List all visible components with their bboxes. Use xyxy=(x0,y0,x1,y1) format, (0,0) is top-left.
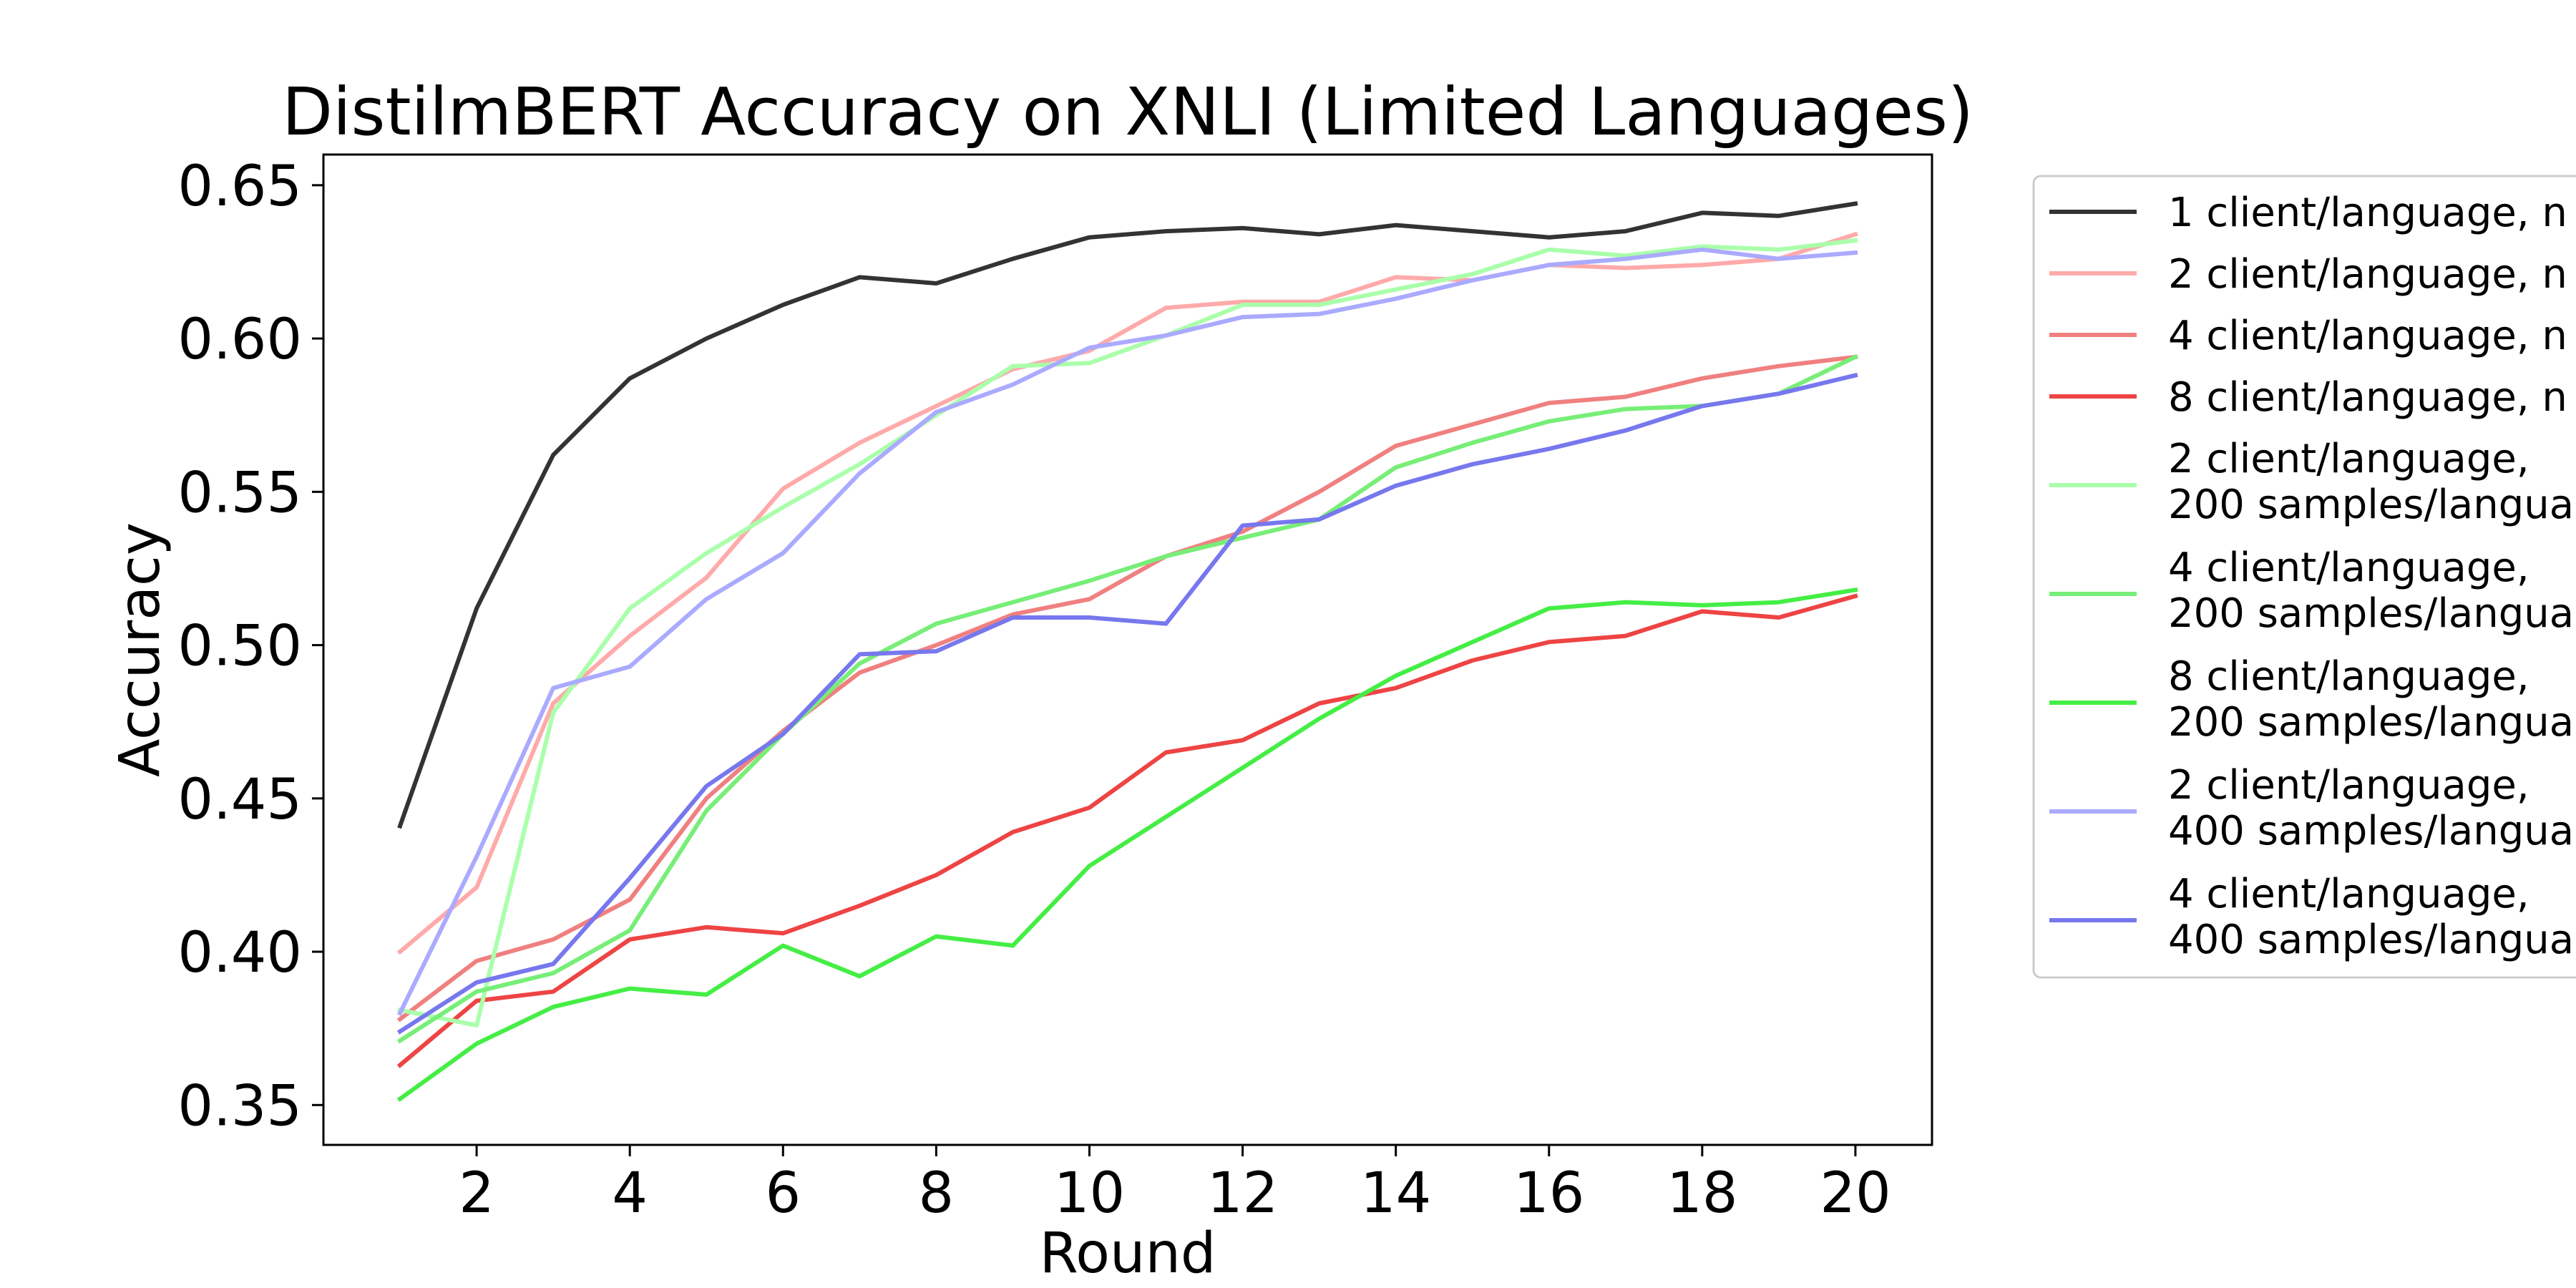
legend-label-7: 200 samples/langua xyxy=(2168,699,2574,746)
x-tick-label: 8 xyxy=(919,1161,955,1226)
series-line-2 xyxy=(396,231,1858,955)
legend-label-6: 4 client/language, xyxy=(2168,545,2529,591)
legend-label-2: 2 client/language, n xyxy=(2168,251,2567,298)
series-line-1 xyxy=(397,201,1858,829)
series-line-4 xyxy=(396,593,1858,1068)
x-axis-label: Round xyxy=(1040,1221,1216,1286)
x-tick-label: 6 xyxy=(765,1161,801,1226)
legend-label-8: 400 samples/langua xyxy=(2168,808,2574,854)
x-tick-label: 20 xyxy=(1820,1161,1890,1226)
y-tick-label: 0.55 xyxy=(177,461,302,525)
legend-frame xyxy=(2032,175,2576,979)
x-tick-label: 4 xyxy=(612,1161,648,1226)
legend-label-6: 200 samples/langua xyxy=(2168,590,2574,637)
legend-label-8: 2 client/language, xyxy=(2168,762,2529,809)
legend-label-9: 4 client/language, xyxy=(2168,871,2529,917)
legend-label-5: 2 client/language, xyxy=(2168,436,2529,482)
y-axis-label: Accuracy xyxy=(108,522,172,777)
x-tick-label: 2 xyxy=(459,1161,494,1226)
x-axis: 2 4 6 8 10 12 14 16 18 20 xyxy=(459,1145,1891,1226)
legend-label-7: 8 client/language, xyxy=(2168,653,2529,700)
x-tick-label: 12 xyxy=(1207,1161,1278,1226)
series-line-9 xyxy=(396,372,1858,1035)
chart-title: DistilmBERT Accuracy on XNLI (Limited La… xyxy=(282,74,1974,150)
series-line-8 xyxy=(396,247,1858,1016)
plot-frame xyxy=(322,153,1933,1146)
series-line-3 xyxy=(396,354,1858,1023)
y-axis: 0.35 0.40 0.45 0.50 0.55 0.60 0.65 xyxy=(177,155,323,1138)
y-tick-label: 0.40 xyxy=(177,921,302,985)
y-tick-label: 0.35 xyxy=(177,1074,302,1138)
y-tick-label: 0.60 xyxy=(177,308,302,372)
y-tick-label: 0.45 xyxy=(177,768,302,832)
legend-label-9: 400 samples/langua xyxy=(2168,917,2574,963)
series-line-7 xyxy=(396,587,1858,1102)
x-tick-label: 14 xyxy=(1360,1161,1431,1226)
y-tick-label: 0.50 xyxy=(177,615,302,679)
y-tick-label: 0.65 xyxy=(177,155,302,219)
legend: 1 client/language, n 2 client/language, n… xyxy=(2032,175,2576,979)
series-layer xyxy=(396,201,1859,1102)
x-tick-label: 18 xyxy=(1667,1161,1737,1226)
legend-label-5: 200 samples/langua xyxy=(2168,482,2574,528)
x-tick-label: 16 xyxy=(1513,1161,1584,1226)
legend-label-3: 4 client/language, n xyxy=(2168,313,2567,359)
series-line-6 xyxy=(396,353,1859,1044)
legend-label-1: 1 client/language, n xyxy=(2168,190,2567,236)
series-line-5 xyxy=(397,238,1858,1028)
x-tick-label: 10 xyxy=(1054,1161,1125,1226)
legend-label-4: 8 client/language, n xyxy=(2168,374,2567,421)
